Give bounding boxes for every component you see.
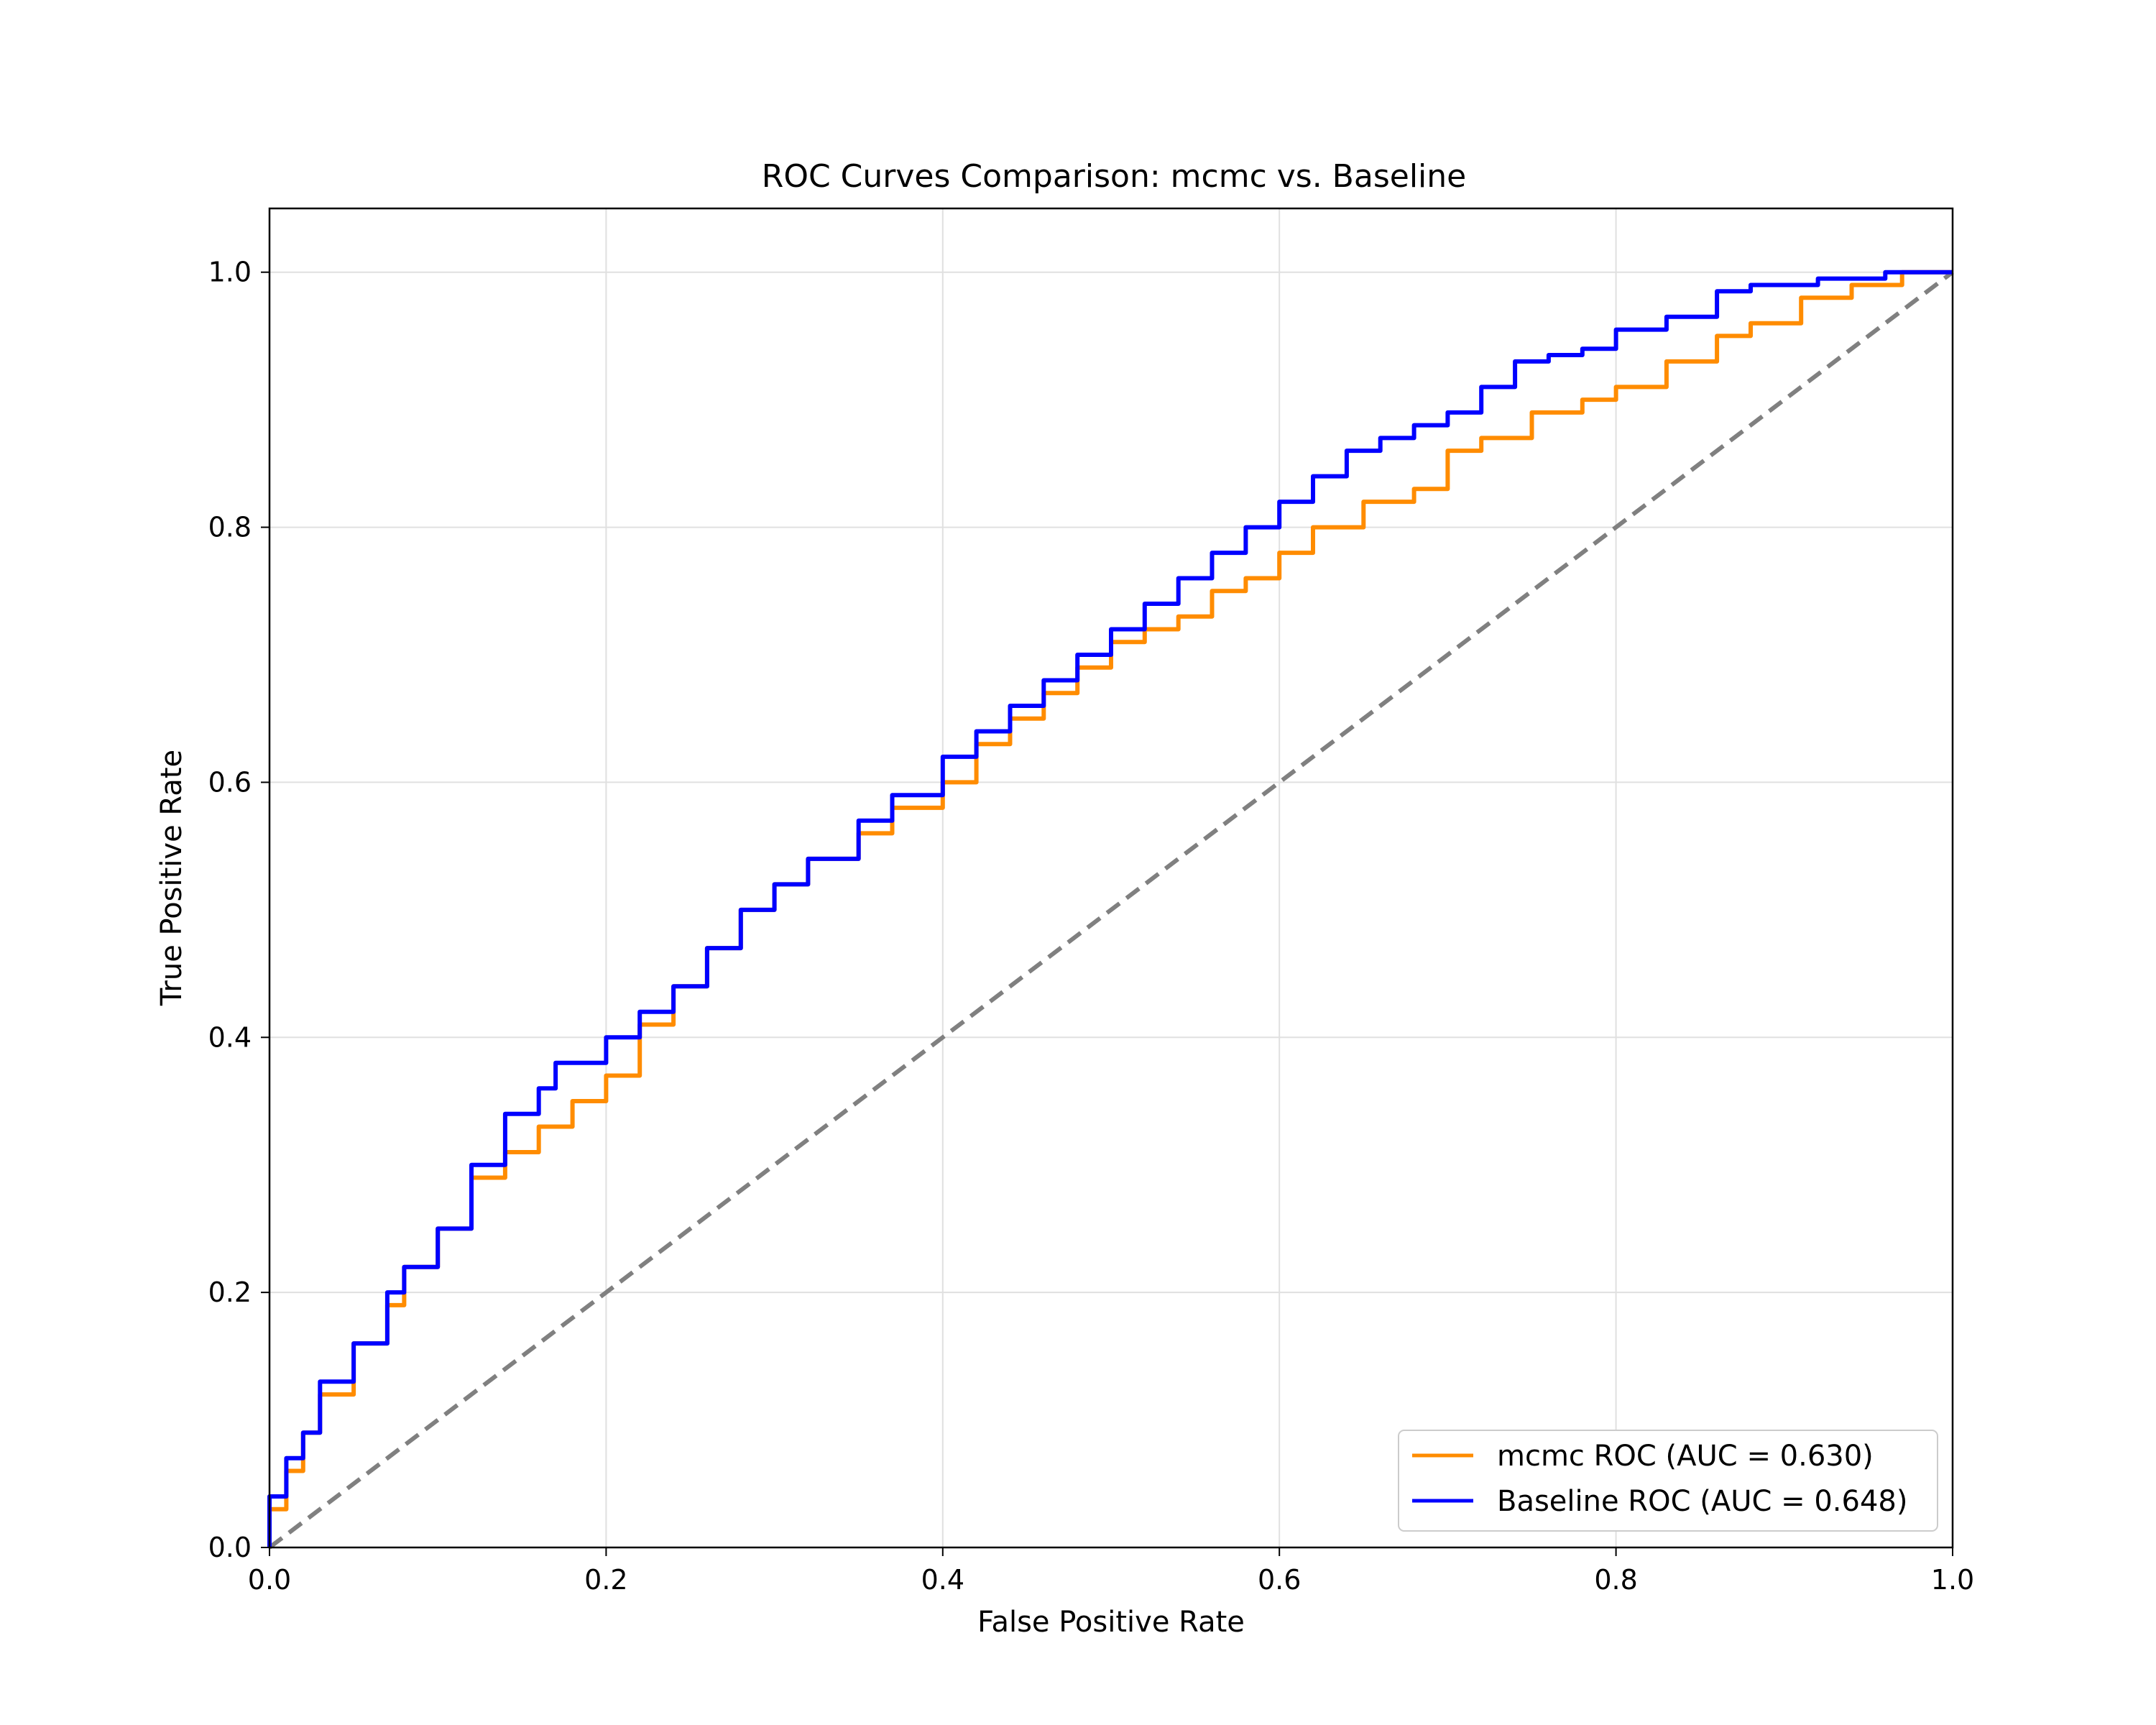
y-tick-label: 0.0 [208, 1532, 252, 1563]
x-tick-label: 0.4 [921, 1564, 964, 1596]
baseline-roc-line [267, 270, 1953, 1547]
x-tick-label: 0.0 [248, 1564, 291, 1596]
y-tick-label: 0.8 [208, 512, 252, 543]
x-tick-label: 0.8 [1594, 1564, 1637, 1596]
x-tick-label: 0.2 [584, 1564, 627, 1596]
chart-title: ROC Curves Comparison: mcmc vs. Baseline [762, 158, 1466, 195]
plot-frame [268, 207, 1954, 1549]
grid [269, 208, 1953, 1548]
y-tick-label: 1.0 [208, 257, 252, 288]
series-lines [267, 270, 1954, 1550]
x-tick-label: 1.0 [1931, 1564, 1974, 1596]
axis-ticks: 0.0 0.2 0.4 0.6 0.8 1.0 0.0 0.2 0.4 0.6 0.8 1.0 [208, 257, 1975, 1596]
y-tick-label: 0.2 [208, 1276, 252, 1308]
x-tick-label: 0.6 [1258, 1564, 1301, 1596]
legend: mcmc ROC (AUC = 0.630) Baseline ROC (AUC… [1398, 1430, 1938, 1532]
legend-label-mcmc: mcmc ROC (AUC = 0.630) [1497, 1440, 1874, 1473]
diagonal-reference-line [268, 270, 1954, 1550]
legend-label-baseline: Baseline ROC (AUC = 0.648) [1497, 1485, 1907, 1518]
legend-box [1398, 1430, 1938, 1532]
y-tick-label: 0.6 [208, 766, 252, 798]
x-axis-label: False Positive Rate [977, 1606, 1245, 1639]
y-tick-label: 0.4 [208, 1021, 252, 1053]
y-axis-label: True Positive Rate [155, 750, 188, 1006]
